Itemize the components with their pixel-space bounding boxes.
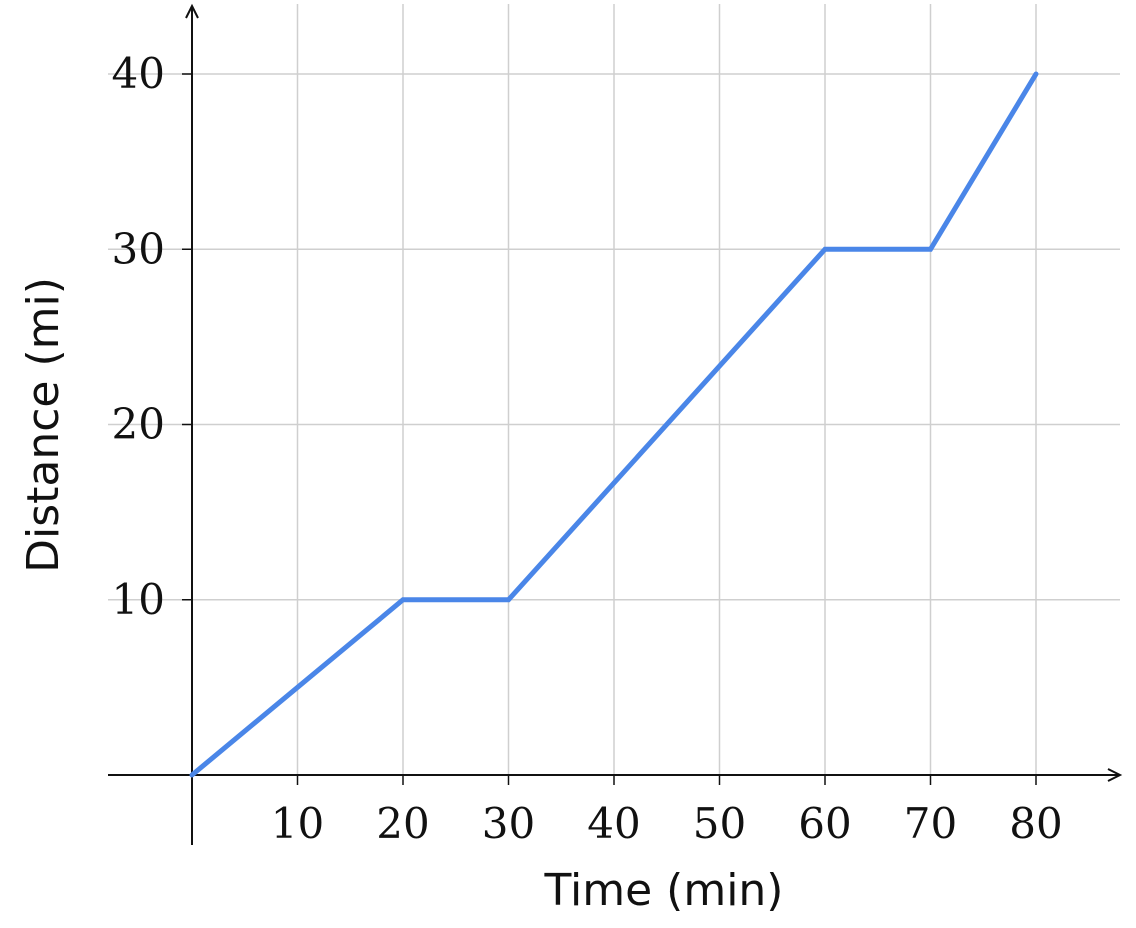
x-tick-label: 60 [798, 799, 851, 848]
x-tick-label: 70 [904, 799, 957, 848]
x-tick-label: 10 [271, 799, 324, 848]
series-line [189, 71, 1039, 778]
x-tick-label: 30 [482, 799, 535, 848]
x-tick-label: 20 [376, 799, 429, 848]
x-axis-title: Time (min) [544, 865, 784, 916]
y-tick-label: 10 [112, 575, 165, 624]
x-tick-label: 50 [693, 799, 746, 848]
y-tick-label: 30 [112, 224, 165, 273]
y-tick-label: 40 [112, 49, 165, 98]
x-tick-label: 80 [1009, 799, 1062, 848]
y-axis-title: Distance (mi) [18, 277, 69, 573]
x-axis-arrow-icon [1107, 768, 1123, 782]
axes [108, 3, 1123, 845]
y-tick-label: 20 [112, 400, 165, 449]
x-tick-label: 40 [587, 799, 640, 848]
tick-labels: 10 20 30 40 50 60 70 80 10 20 30 40 [112, 49, 1063, 848]
y-axis-arrow-icon [185, 3, 199, 19]
grid [108, 4, 1120, 785]
series-group [189, 71, 1039, 778]
